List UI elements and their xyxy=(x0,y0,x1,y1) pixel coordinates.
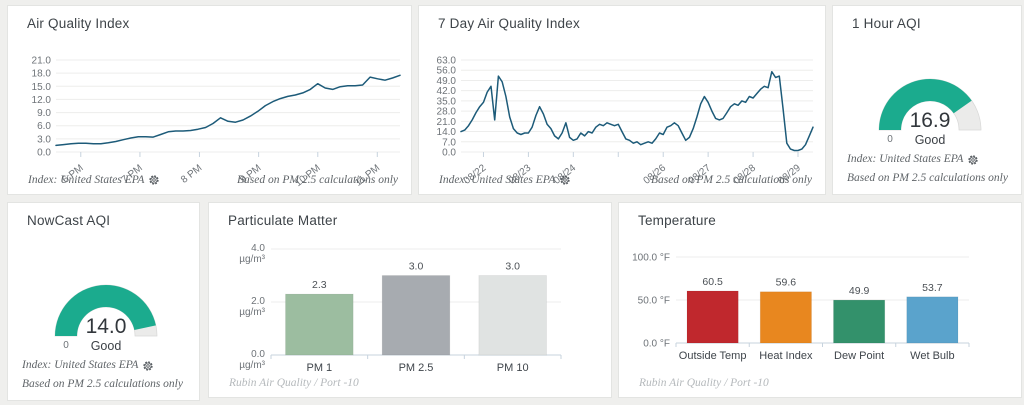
svg-text:4.0µg/m³: 4.0 µg/m³ xyxy=(239,243,265,265)
nowcast-aqi-gauge[interactable]: 14.0 Good 0 xyxy=(29,247,179,363)
panel-temperature: Temperature 0.0 °F 50.0 °F 100.0 °F 60.5 Out… xyxy=(618,202,1022,398)
svg-text:50.0 °F: 50.0 °F xyxy=(638,296,670,307)
svg-text:14.0: 14.0 xyxy=(86,315,127,338)
svg-text:56.0: 56.0 xyxy=(437,66,457,77)
panel-1-hour-aqi: 1 Hour AQI 16.9 Good 0 Index: United State… xyxy=(832,5,1022,195)
svg-text:Dew Point: Dew Point xyxy=(834,350,884,362)
calculation-note: Based on PM 2.5 calculations only xyxy=(22,378,183,390)
panel-title-nowcast-aqi: NowCast AQI xyxy=(27,213,111,228)
svg-text:Good: Good xyxy=(915,133,946,147)
panel-air-quality-index: Air Quality Index 0.0 3.0 6.0 9.0 12.0 15.0 18… xyxy=(7,5,412,195)
seven-day-aqi-line-chart[interactable]: 0.0 7.0 14.0 21.0 28.0 35.0 42.0 49.0 56.0 63.0 08… xyxy=(425,54,821,188)
svg-text:21.0: 21.0 xyxy=(32,56,52,67)
svg-text:35.0: 35.0 xyxy=(437,96,457,107)
index-source-label: Index: United States EPA xyxy=(439,174,556,186)
svg-text:0.0: 0.0 xyxy=(442,148,456,159)
svg-text:3.0: 3.0 xyxy=(37,134,51,145)
panel-title-7-day-aqi: 7 Day Air Quality Index xyxy=(438,16,580,31)
index-source-label: Index: United States EPA xyxy=(28,174,145,186)
panel-footer: Index: United States EPA Based on PM 2.5… xyxy=(28,174,398,186)
svg-text:Heat Index: Heat Index xyxy=(759,350,813,362)
svg-text:12.0: 12.0 xyxy=(32,95,52,106)
svg-text:6.0: 6.0 xyxy=(37,121,51,132)
calculation-note: Based on PM 2.5 calculations only xyxy=(847,172,1008,184)
settings-gear-icon[interactable] xyxy=(559,174,571,186)
panel-footer: Index: United States EPA Based on PM 2.5… xyxy=(22,356,183,394)
svg-text:PM 10: PM 10 xyxy=(497,362,529,374)
panel-title-1-hour-aqi: 1 Hour AQI xyxy=(852,16,921,31)
panel-footer: Index: United States EPA Based on PM 2.5… xyxy=(439,174,812,186)
svg-text:0.0µg/m³: 0.0 µg/m³ xyxy=(239,349,265,371)
panel-title-particulate-matter: Particulate Matter xyxy=(228,213,338,228)
svg-text:0.0: 0.0 xyxy=(37,148,51,159)
particulate-matter-bar-chart[interactable]: 0.0 µg/m³ 2.0 µg/m³ 4.0 µg/m³ 2.3 PM 1 3.0 PM 2.5… xyxy=(221,237,601,385)
settings-gear-icon[interactable] xyxy=(967,154,979,166)
aqi-trend-line-chart[interactable]: 0.0 3.0 6.0 9.0 12.0 15.0 18.0 21.0 6 PM 7 PM 8 PM… xyxy=(18,54,408,189)
index-source-label: Index: United States EPA xyxy=(847,153,964,165)
svg-text:PM 1: PM 1 xyxy=(306,362,332,374)
panel-footer: Index: United States EPA Based on PM 2.5… xyxy=(847,150,1008,188)
svg-text:Wet Bulb: Wet Bulb xyxy=(910,350,954,362)
sensor-source-label: Rubin Air Quality / Port -10 xyxy=(229,377,359,389)
panel-7-day-air-quality-index: 7 Day Air Quality Index 0.0 7.0 14.0 21.0 28… xyxy=(418,5,826,195)
svg-text:28.0: 28.0 xyxy=(437,107,457,118)
one-hour-aqi-gauge[interactable]: 16.9 Good 0 xyxy=(862,61,994,157)
svg-text:0.0 °F: 0.0 °F xyxy=(643,339,670,350)
svg-text:18.0: 18.0 xyxy=(32,69,52,80)
settings-gear-icon[interactable] xyxy=(142,360,154,372)
svg-text:42.0: 42.0 xyxy=(437,86,457,97)
sensor-source-label: Rubin Air Quality / Port -10 xyxy=(639,377,769,389)
svg-text:3.0: 3.0 xyxy=(409,261,424,273)
svg-text:60.5: 60.5 xyxy=(702,276,723,288)
svg-text:9.0: 9.0 xyxy=(37,108,51,119)
settings-gear-icon[interactable] xyxy=(148,174,160,186)
svg-text:0: 0 xyxy=(63,340,69,351)
panel-title-air-quality-index: Air Quality Index xyxy=(27,16,130,31)
svg-text:PM 2.5: PM 2.5 xyxy=(399,362,434,374)
svg-text:14.0: 14.0 xyxy=(437,127,457,138)
calculation-note: Based on PM 2.5 calculations only xyxy=(651,174,812,186)
svg-text:53.7: 53.7 xyxy=(922,282,943,294)
svg-text:3.0: 3.0 xyxy=(505,261,520,273)
panel-title-temperature: Temperature xyxy=(638,213,716,228)
svg-text:16.9: 16.9 xyxy=(910,109,951,132)
temperature-bar-chart[interactable]: 0.0 °F 50.0 °F 100.0 °F 60.5 Outside Temp 59.… xyxy=(631,239,1011,375)
svg-text:21.0: 21.0 xyxy=(437,117,457,128)
panel-nowcast-aqi: NowCast AQI 14.0 Good 0 Index: United Stat… xyxy=(7,202,200,401)
svg-text:63.0: 63.0 xyxy=(437,56,457,67)
svg-text:2.0µg/m³: 2.0 µg/m³ xyxy=(239,296,265,318)
svg-text:100.0 °F: 100.0 °F xyxy=(632,253,670,264)
svg-text:7.0: 7.0 xyxy=(442,137,456,148)
panel-particulate-matter: Particulate Matter 0.0 µg/m³ 2.0 µg/m³ 4.0 µg… xyxy=(208,202,612,398)
svg-text:Outside Temp: Outside Temp xyxy=(679,350,747,362)
calculation-note: Based on PM 2.5 calculations only xyxy=(237,174,398,186)
svg-text:49.0: 49.0 xyxy=(437,76,457,87)
svg-text:0: 0 xyxy=(887,134,893,145)
svg-text:49.9: 49.9 xyxy=(849,285,870,297)
svg-text:59.6: 59.6 xyxy=(776,277,797,289)
svg-text:2.3: 2.3 xyxy=(312,279,327,291)
svg-text:Good: Good xyxy=(91,339,122,353)
svg-text:15.0: 15.0 xyxy=(32,82,52,93)
index-source-label: Index: United States EPA xyxy=(22,359,139,371)
